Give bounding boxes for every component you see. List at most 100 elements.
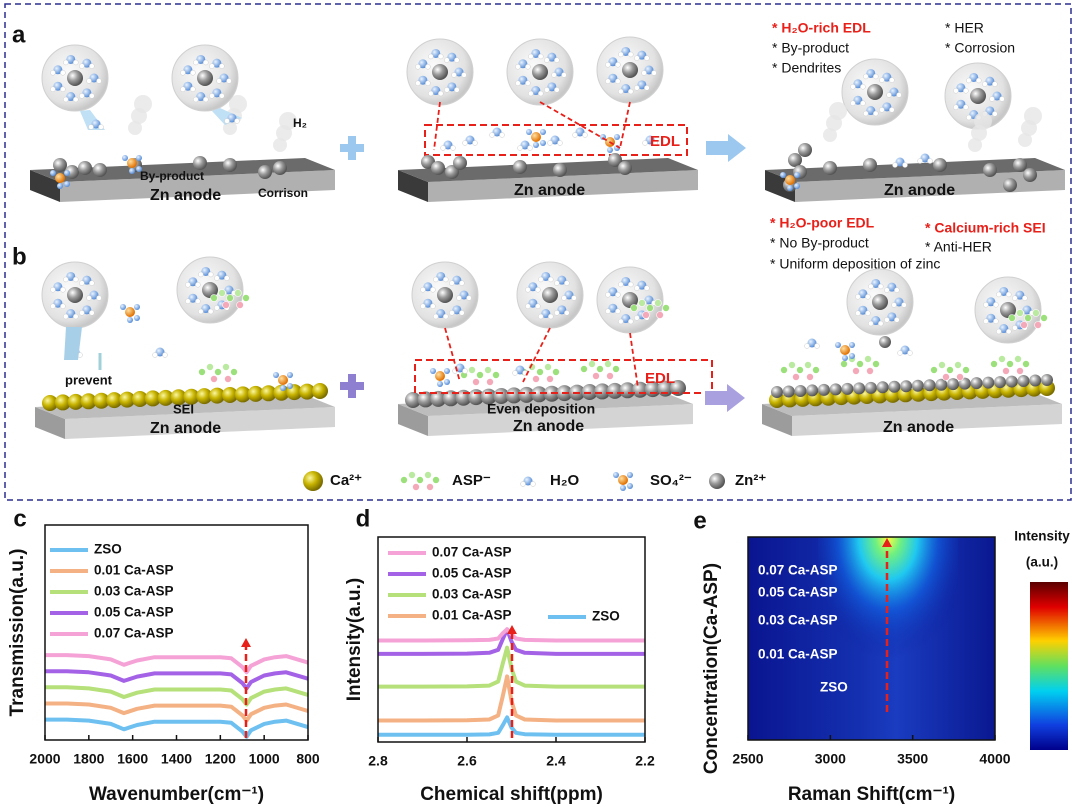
water bbox=[642, 140, 648, 146]
edl-label: EDL bbox=[650, 133, 680, 150]
water bbox=[628, 318, 634, 325]
asp bbox=[198, 368, 206, 376]
panel-label: c bbox=[13, 505, 26, 532]
water bbox=[63, 313, 69, 320]
asp bbox=[646, 304, 654, 312]
spectrum-line bbox=[378, 674, 645, 723]
water bbox=[882, 72, 892, 82]
water bbox=[214, 275, 220, 281]
sphere bbox=[67, 287, 83, 303]
water bbox=[986, 313, 996, 323]
water bbox=[628, 88, 634, 95]
sulfate bbox=[57, 183, 63, 189]
water bbox=[461, 72, 467, 78]
edl-arrow bbox=[522, 327, 551, 383]
water bbox=[89, 290, 99, 300]
sphere bbox=[618, 161, 632, 175]
water bbox=[863, 73, 869, 80]
water bbox=[557, 305, 567, 315]
sphere bbox=[1013, 158, 1027, 172]
legend-label: 0.03 Ca-ASP bbox=[432, 587, 512, 602]
asp bbox=[656, 311, 664, 319]
sphere bbox=[1017, 375, 1030, 388]
sulfate bbox=[125, 307, 135, 317]
water bbox=[953, 104, 959, 110]
asp bbox=[588, 360, 596, 368]
sulfate bbox=[127, 158, 137, 168]
water bbox=[499, 132, 505, 138]
sulfate bbox=[134, 304, 140, 310]
asp bbox=[472, 378, 480, 386]
gas bbox=[229, 95, 247, 113]
water bbox=[50, 287, 56, 293]
label: SEI bbox=[173, 401, 194, 416]
water bbox=[443, 276, 449, 283]
sulfate bbox=[526, 129, 532, 135]
water bbox=[564, 280, 570, 286]
water bbox=[515, 365, 525, 375]
colorbar bbox=[1030, 582, 1068, 750]
sulfate bbox=[435, 371, 445, 381]
water bbox=[73, 313, 79, 320]
water bbox=[155, 347, 165, 357]
asp bbox=[1024, 314, 1032, 322]
asp bbox=[998, 355, 1006, 363]
water bbox=[608, 57, 618, 67]
sphere bbox=[258, 165, 272, 179]
anode-slab bbox=[795, 170, 1065, 202]
water bbox=[86, 295, 92, 301]
water bbox=[615, 292, 621, 298]
water bbox=[212, 88, 222, 98]
water bbox=[956, 99, 966, 109]
water bbox=[996, 291, 1002, 298]
water bbox=[203, 96, 209, 103]
sulfate bbox=[620, 485, 626, 491]
water bbox=[525, 80, 531, 86]
water bbox=[853, 79, 863, 89]
water bbox=[999, 96, 1005, 102]
water bbox=[621, 46, 631, 56]
sphere bbox=[867, 84, 883, 100]
sphere bbox=[53, 158, 67, 172]
sulfate bbox=[273, 372, 279, 378]
water bbox=[214, 305, 220, 311]
asp bbox=[412, 483, 420, 491]
water bbox=[544, 57, 550, 63]
sphere bbox=[170, 389, 187, 406]
water bbox=[433, 313, 439, 320]
water bbox=[541, 271, 551, 281]
sphere bbox=[872, 294, 888, 310]
y-axis-label: Concentration(Ca-ASP) bbox=[701, 563, 722, 774]
water bbox=[420, 303, 426, 309]
water bbox=[557, 275, 567, 285]
sulfate bbox=[136, 166, 142, 172]
water bbox=[82, 58, 92, 68]
water bbox=[472, 140, 478, 146]
water bbox=[871, 278, 881, 288]
water bbox=[894, 287, 900, 293]
sulfate bbox=[444, 379, 450, 385]
anode-slab bbox=[792, 404, 1062, 436]
sulfate bbox=[627, 483, 633, 489]
x-tick-label: 4000 bbox=[979, 751, 1010, 767]
legend-label: 0.05 Ca-ASP bbox=[94, 605, 174, 620]
water bbox=[438, 90, 444, 97]
water bbox=[219, 63, 225, 69]
water bbox=[531, 86, 541, 96]
sulfate bbox=[430, 368, 436, 374]
gas bbox=[968, 138, 982, 152]
annotation-arrow bbox=[882, 538, 892, 547]
water bbox=[444, 87, 450, 93]
sphere bbox=[247, 385, 264, 402]
asp bbox=[242, 294, 250, 302]
note: * No By-product bbox=[770, 235, 869, 251]
sphere bbox=[864, 381, 877, 394]
water bbox=[1006, 291, 1012, 298]
water bbox=[91, 119, 101, 129]
water bbox=[985, 76, 995, 86]
asp bbox=[796, 366, 804, 374]
water bbox=[886, 92, 892, 98]
sphere bbox=[606, 382, 623, 399]
asp bbox=[1014, 355, 1022, 363]
water bbox=[634, 315, 640, 321]
